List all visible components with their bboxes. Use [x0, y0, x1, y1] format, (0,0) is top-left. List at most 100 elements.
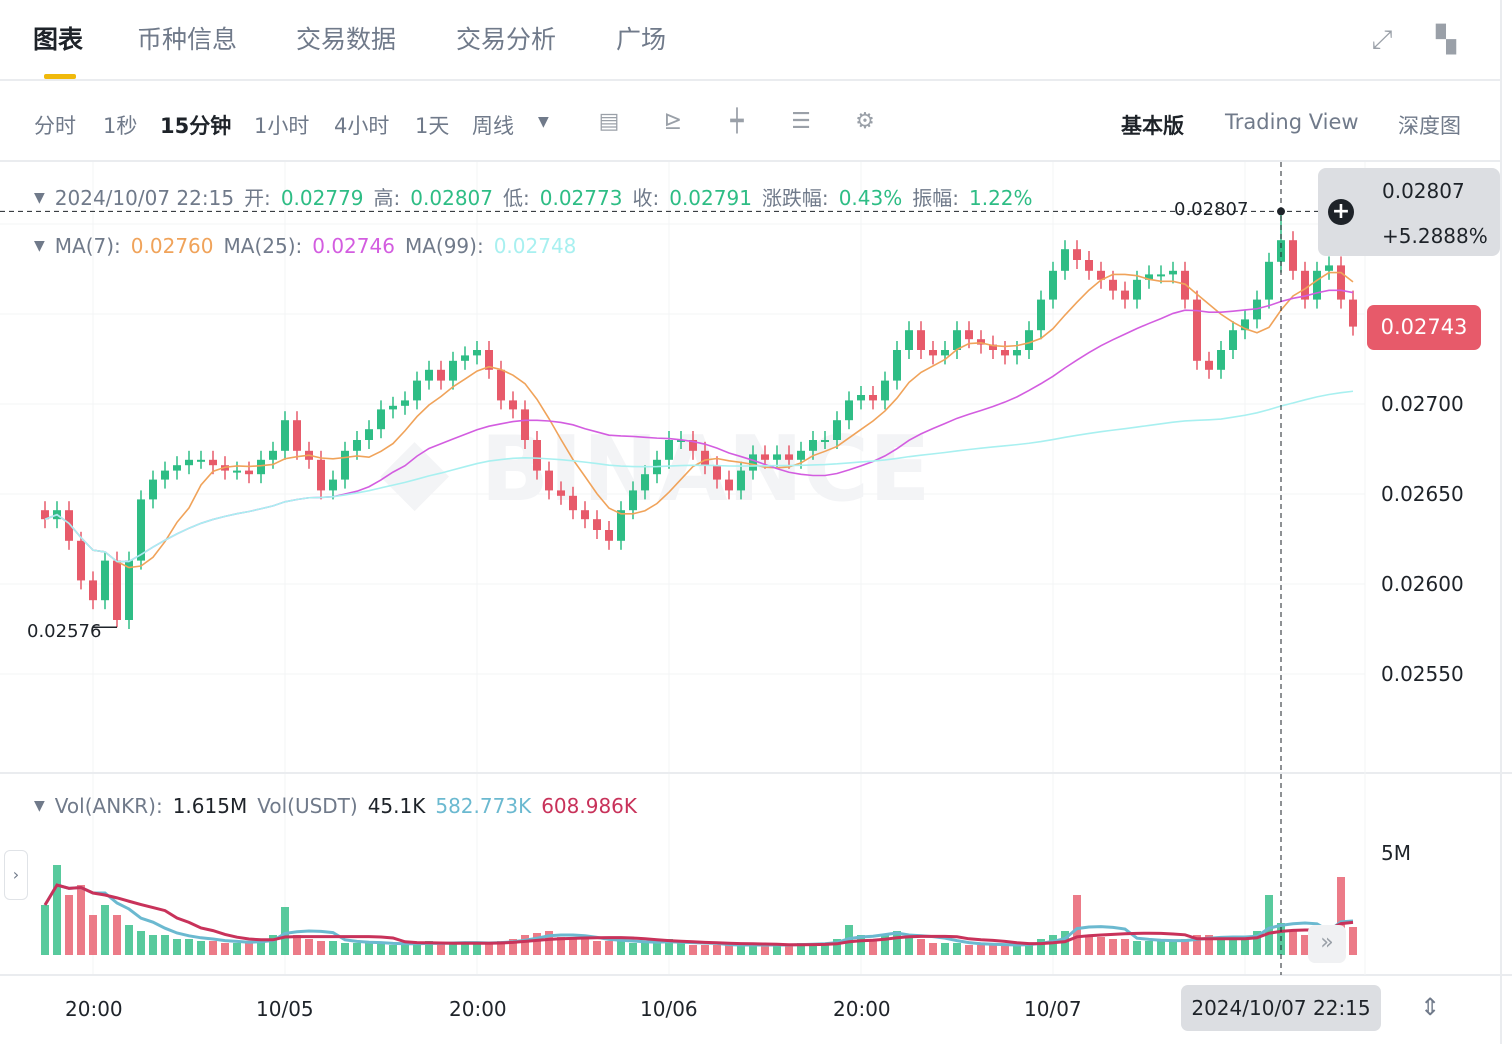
candle-body — [737, 470, 745, 491]
candle-body — [485, 350, 493, 370]
expand-icon[interactable]: ⤢ — [1371, 25, 1393, 55]
candle-body — [917, 330, 925, 350]
candle-body — [449, 360, 457, 381]
ma99-line — [44, 390, 1354, 563]
volume-bar — [161, 935, 169, 955]
amplitude-value: 1.22% — [968, 186, 1033, 210]
collapse-caret-icon[interactable]: ▼ — [34, 238, 45, 254]
add-alert-icon[interactable]: + — [1328, 199, 1354, 225]
widgets-icon[interactable]: ▚ — [1436, 25, 1456, 55]
candle-body — [1313, 270, 1321, 300]
interval-15m[interactable]: 15分钟 — [160, 114, 232, 138]
candle-body — [473, 350, 481, 356]
candle-body — [1265, 261, 1273, 300]
volume-bar — [641, 943, 649, 955]
vol-anrk-value: 1.615M — [172, 794, 248, 818]
tab-trading-analysis[interactable]: 交易分析 — [456, 25, 557, 54]
calendar-icon[interactable]: ▤ — [598, 109, 620, 134]
interval-dropdown-caret-icon[interactable]: ▼ — [538, 114, 549, 130]
candle-body — [137, 499, 145, 561]
candle-body — [509, 400, 517, 410]
volume-bar — [269, 935, 277, 955]
candle-body — [1001, 350, 1009, 356]
chart-toolbar: 分时 1秒 15分钟 1小时 4小时 1天 周线 ▼ ▤ ⊵ ┿ ☰ ⚙ 基本版… — [0, 82, 1500, 162]
ohlc-date: 2024/10/07 22:15 — [54, 186, 235, 210]
volume-bar — [1193, 935, 1201, 955]
volume-bar — [77, 885, 85, 955]
volume-bar — [893, 931, 901, 955]
high-marker-label: 0.02807 — [1174, 199, 1249, 220]
volume-bar — [65, 895, 73, 955]
volume-bar — [1205, 935, 1213, 955]
interval-4h[interactable]: 4小时 — [334, 114, 390, 138]
volume-bar — [185, 939, 193, 955]
scroll-to-latest-icon[interactable]: » — [1308, 925, 1346, 963]
view-tradingview[interactable]: Trading View — [1225, 110, 1359, 134]
tab-chart[interactable]: 图表 — [33, 25, 84, 54]
volume-bar — [821, 943, 829, 955]
candle-body — [1289, 240, 1297, 271]
volume-bar — [521, 935, 529, 955]
candle-body — [725, 479, 733, 491]
tab-coin-info[interactable]: 币种信息 — [137, 25, 238, 54]
vol-anrk-label: Vol(ANKR): — [54, 794, 163, 818]
interval-1s[interactable]: 1秒 — [103, 114, 138, 138]
candle-body — [1205, 360, 1213, 370]
expand-sidebar-chevron-icon[interactable]: › — [4, 850, 28, 900]
candle-body — [521, 409, 529, 440]
candle-body — [161, 470, 169, 480]
candle-body — [269, 450, 277, 460]
interval-1d[interactable]: 1天 — [415, 114, 450, 138]
gear-icon[interactable]: ⚙ — [855, 109, 875, 134]
volume-bar — [353, 943, 361, 955]
candle-body — [665, 440, 673, 460]
volume-bar — [1001, 945, 1009, 955]
candle-body — [965, 330, 973, 340]
volume-bar — [677, 943, 685, 955]
candle-body — [581, 510, 589, 520]
collapse-caret-icon[interactable]: ▼ — [34, 190, 45, 206]
volume-bar — [605, 941, 613, 955]
volume-bar — [1037, 939, 1045, 955]
drawing-icon[interactable]: ⊵ — [663, 109, 683, 134]
volume-bar — [701, 945, 709, 955]
interval-line[interactable]: 分时 — [34, 114, 76, 138]
view-basic[interactable]: 基本版 — [1121, 114, 1184, 138]
candle-type-icon[interactable]: ┿ — [730, 109, 744, 134]
candle-body — [1349, 299, 1357, 327]
candle-body — [1013, 350, 1021, 356]
volume-bar — [1301, 935, 1309, 955]
candle-body — [1193, 299, 1201, 361]
view-depth[interactable]: 深度图 — [1398, 114, 1461, 138]
close-value: 0.02791 — [669, 186, 752, 210]
tab-trading-data[interactable]: 交易数据 — [296, 25, 397, 54]
candle-body — [1229, 330, 1237, 350]
interval-1w[interactable]: 周线 — [472, 114, 514, 138]
volume-bar — [293, 935, 301, 955]
volume-bar — [209, 941, 217, 955]
volume-bar — [1289, 931, 1297, 955]
candle-body — [1241, 319, 1249, 331]
volume-ma-line-2 — [43, 883, 1354, 947]
ma7-line — [44, 271, 1354, 569]
candle-body — [1169, 270, 1177, 275]
candle-body — [101, 560, 109, 601]
volume-bar — [977, 945, 985, 955]
tab-square[interactable]: 广场 — [616, 25, 667, 54]
volume-bar — [545, 931, 553, 955]
candle-body — [773, 454, 781, 460]
volume-bar — [1169, 941, 1177, 955]
active-tab-indicator — [44, 74, 76, 79]
collapse-caret-icon[interactable]: ▼ — [34, 798, 45, 814]
candle-body — [173, 465, 181, 471]
volume-bar — [53, 865, 61, 955]
scale-adjust-icon[interactable]: ⇕ — [1420, 993, 1441, 1021]
interval-1h[interactable]: 1小时 — [254, 114, 310, 138]
candle-body — [761, 454, 769, 460]
time-tick: 10/05 — [256, 997, 314, 1021]
indicator-icon[interactable]: ☰ — [791, 109, 811, 134]
high-value: 0.02807 — [410, 186, 493, 210]
candle-body — [89, 580, 97, 601]
candle-body — [245, 470, 253, 475]
